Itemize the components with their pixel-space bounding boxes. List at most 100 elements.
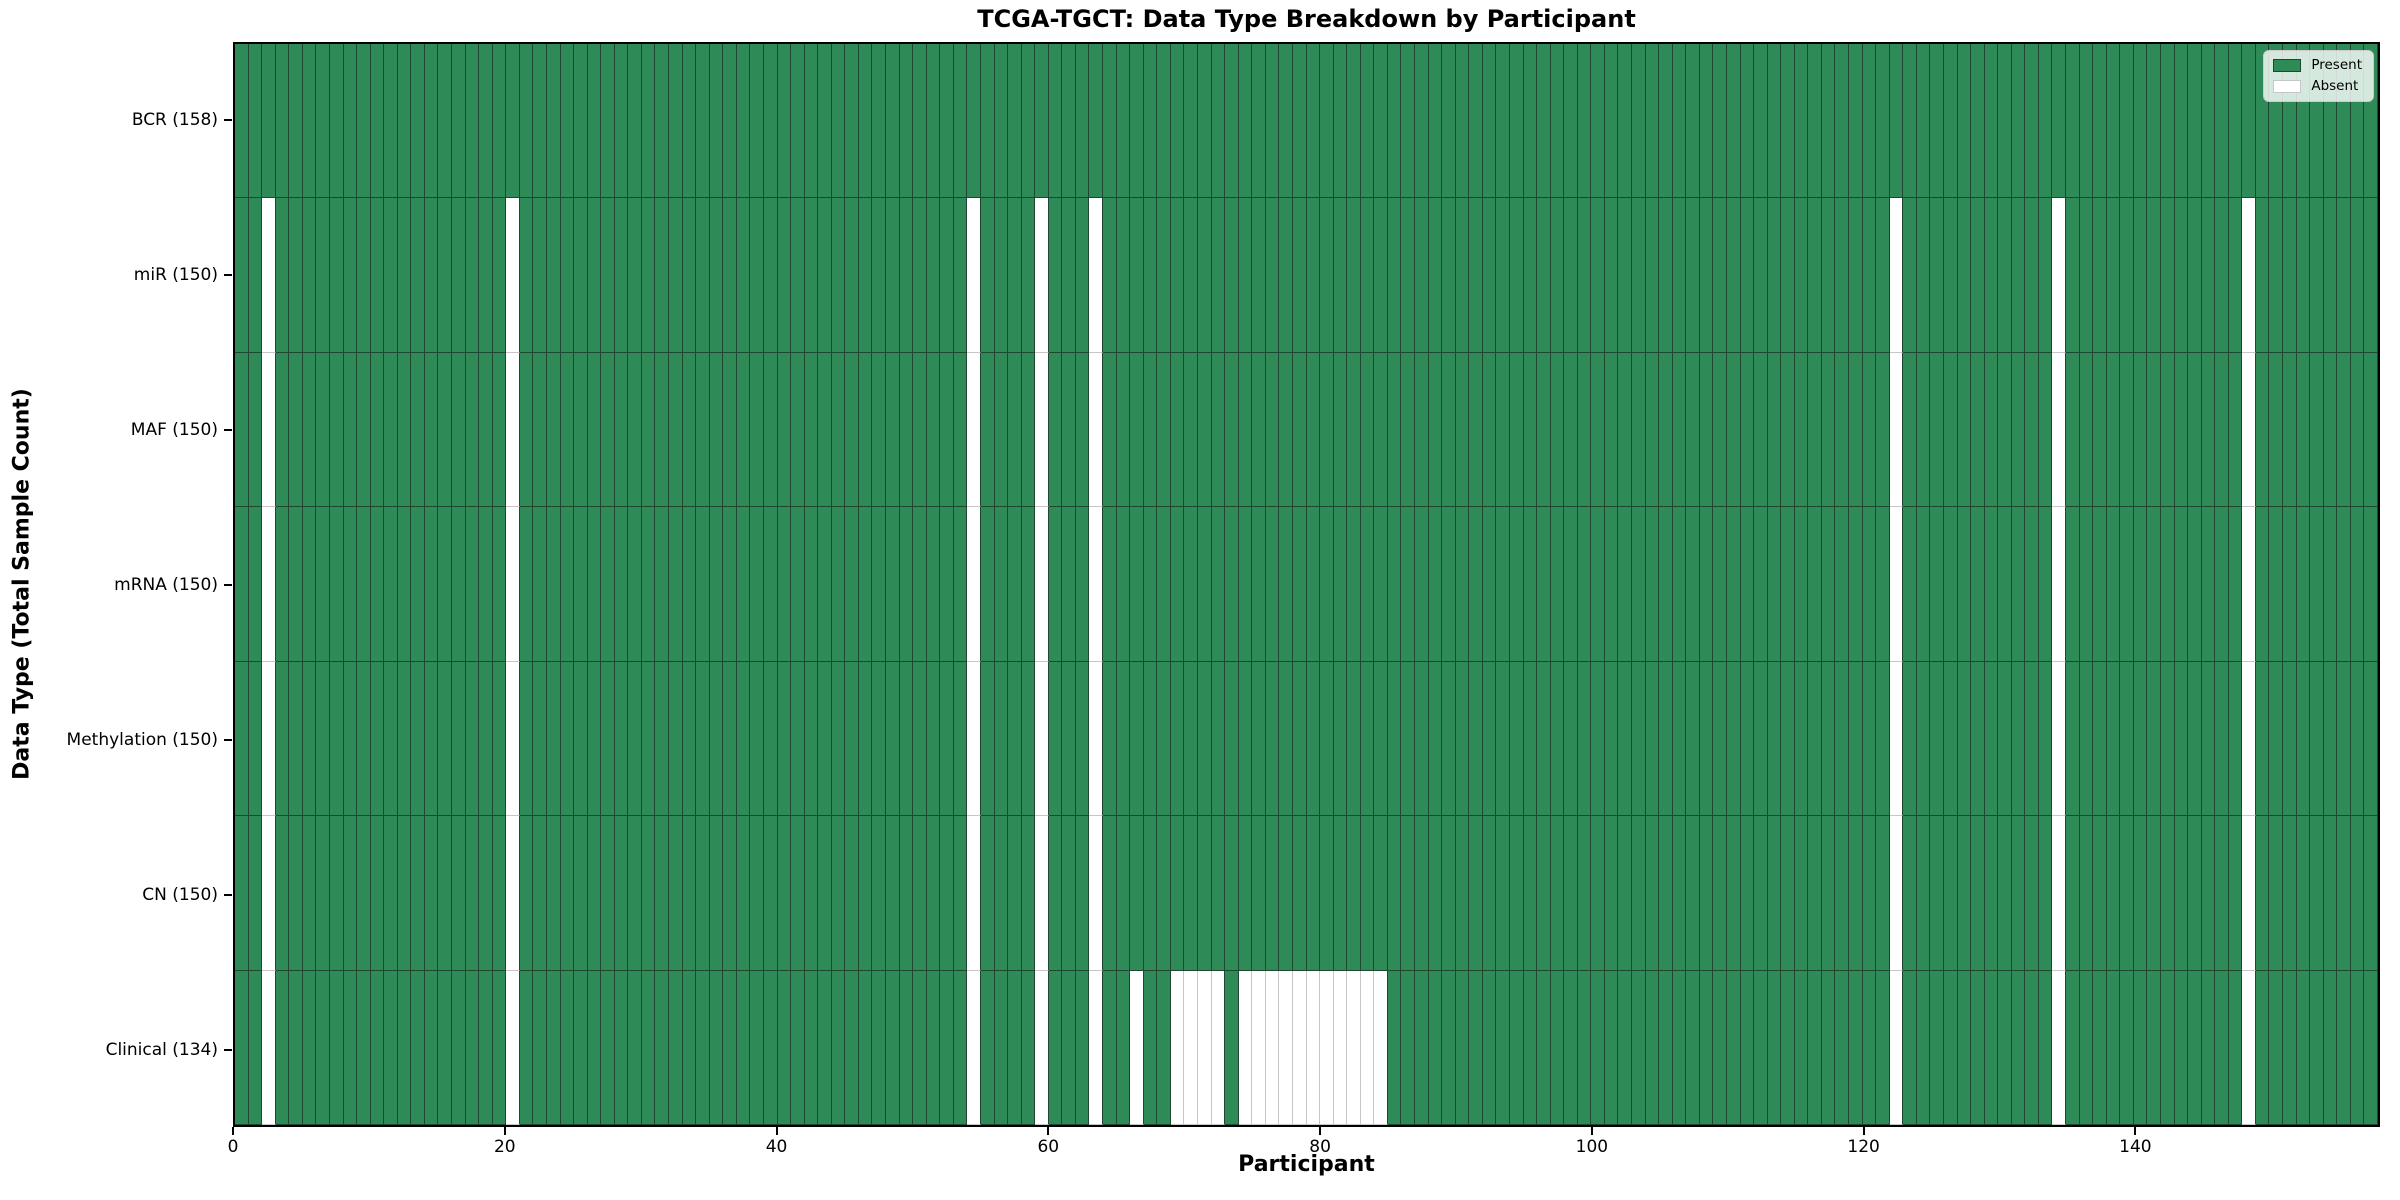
cell [994, 970, 1009, 1125]
cell [1699, 970, 1714, 1125]
cell [1238, 970, 1253, 1125]
cell [1292, 44, 1307, 199]
cell [1998, 198, 2012, 353]
cell [370, 44, 385, 199]
cell [1916, 816, 1931, 971]
cell [777, 198, 792, 353]
cell [316, 352, 330, 508]
cell [750, 507, 764, 662]
legend-label-absent: Absent [2311, 78, 2359, 94]
cell [2296, 198, 2311, 353]
cell [1265, 507, 1280, 662]
cell [1238, 352, 1253, 508]
cell [1754, 44, 1768, 199]
cell [1604, 352, 1619, 508]
cell [1998, 507, 2012, 662]
cell [2160, 816, 2175, 971]
cell [2093, 816, 2107, 971]
cell [1197, 816, 1212, 971]
cell [1767, 816, 1782, 971]
cell [1333, 44, 1348, 199]
cell [845, 44, 859, 199]
cell [262, 816, 276, 971]
heatmap-cells [235, 44, 2378, 1125]
cell [2174, 661, 2189, 817]
cell [1713, 507, 1727, 662]
cell [1821, 352, 1836, 508]
cell [248, 970, 263, 1125]
cell [438, 352, 452, 508]
cell [235, 44, 249, 199]
cell [1754, 816, 1768, 971]
cell [980, 816, 995, 971]
cell [1713, 44, 1727, 199]
cell [1455, 816, 1470, 971]
cell [2079, 661, 2094, 817]
cell [1550, 352, 1565, 508]
cell [1659, 44, 1673, 199]
cell [2350, 816, 2365, 971]
cell [723, 198, 737, 353]
cell [1916, 352, 1931, 508]
cell [1604, 198, 1619, 353]
cell [2201, 661, 2216, 817]
cell [1197, 44, 1212, 199]
cell [2038, 44, 2053, 199]
cell [2255, 198, 2270, 353]
cell [1849, 198, 1863, 353]
cell [886, 816, 900, 971]
cell [641, 507, 656, 662]
cell [1537, 44, 1551, 199]
cell [601, 661, 615, 817]
cell [1726, 661, 1741, 817]
cell [953, 198, 968, 353]
cell [994, 507, 1009, 662]
cell [736, 352, 751, 508]
cell [763, 198, 778, 353]
cell [2310, 198, 2324, 353]
cell [357, 661, 371, 817]
cell [1632, 198, 1646, 353]
cell [1428, 970, 1443, 1125]
cell [1618, 661, 1633, 817]
cell [1835, 816, 1850, 971]
cell [574, 970, 588, 1125]
cell [1170, 44, 1185, 199]
cell [1699, 661, 1714, 817]
cell [994, 352, 1009, 508]
cell [913, 352, 927, 508]
cell [1672, 970, 1687, 1125]
cell [465, 198, 480, 353]
cell [628, 970, 642, 1125]
y-tick-label: miR (150) [133, 264, 218, 285]
cell [1306, 816, 1321, 971]
cell [329, 352, 344, 508]
cell [1876, 816, 1890, 971]
cell [1252, 352, 1266, 508]
cell [818, 507, 832, 662]
cell [357, 44, 371, 199]
cell [614, 661, 629, 817]
cell [709, 816, 724, 971]
cell [1672, 816, 1687, 971]
cell [1618, 816, 1633, 971]
x-tick-mark [232, 1127, 234, 1135]
cell [2052, 507, 2067, 662]
cell [1048, 507, 1063, 662]
cell [302, 352, 317, 508]
cell [1197, 198, 1212, 353]
cell [2188, 970, 2202, 1125]
cell [682, 44, 697, 199]
cell [370, 198, 385, 353]
cell [601, 198, 615, 353]
cell [2066, 352, 2080, 508]
cell [2066, 44, 2080, 199]
cell [1943, 661, 1958, 817]
cell [614, 44, 629, 199]
cell [2052, 198, 2067, 353]
cell [1238, 198, 1253, 353]
cell [1523, 507, 1538, 662]
cell [709, 352, 724, 508]
cell [1075, 661, 1090, 817]
cell [1211, 661, 1226, 817]
